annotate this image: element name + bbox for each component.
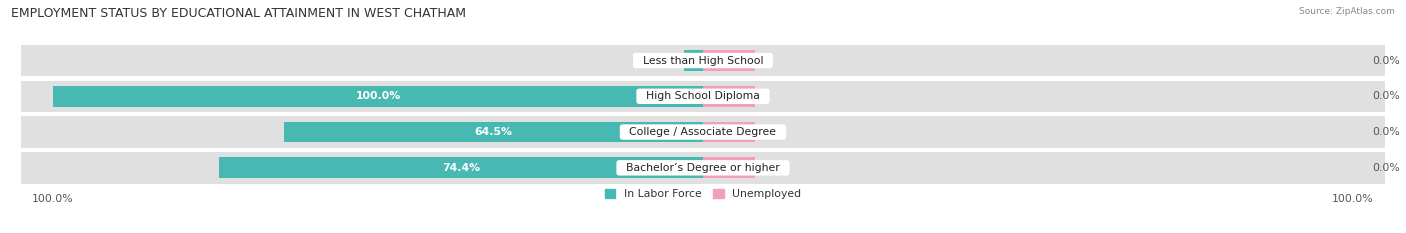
Bar [21,81,1385,112]
Text: Less than High School: Less than High School [636,55,770,65]
Text: College / Associate Degree: College / Associate Degree [623,127,783,137]
Text: High School Diploma: High School Diploma [640,91,766,101]
Bar [284,122,703,142]
Text: EMPLOYMENT STATUS BY EDUCATIONAL ATTAINMENT IN WEST CHATHAM: EMPLOYMENT STATUS BY EDUCATIONAL ATTAINM… [11,7,467,20]
Bar [21,45,1385,76]
Text: 74.4%: 74.4% [441,163,481,173]
Text: 0.0%: 0.0% [1372,91,1400,101]
Text: 100.0%: 100.0% [356,91,401,101]
Bar [703,122,755,142]
Bar [703,86,755,107]
Bar [21,116,1385,148]
Legend: In Labor Force, Unemployed: In Labor Force, Unemployed [600,185,806,203]
Text: Source: ZipAtlas.com: Source: ZipAtlas.com [1299,7,1395,16]
Bar [683,50,703,71]
Text: 0.0%: 0.0% [1372,163,1400,173]
Bar [703,158,755,178]
Text: 0.0%: 0.0% [1372,55,1400,65]
Bar [21,152,1385,184]
Bar [53,86,703,107]
Bar [219,158,703,178]
Text: Bachelor’s Degree or higher: Bachelor’s Degree or higher [619,163,787,173]
Text: 0.0%: 0.0% [1372,127,1400,137]
Text: 64.5%: 64.5% [474,127,512,137]
Bar [703,50,755,71]
